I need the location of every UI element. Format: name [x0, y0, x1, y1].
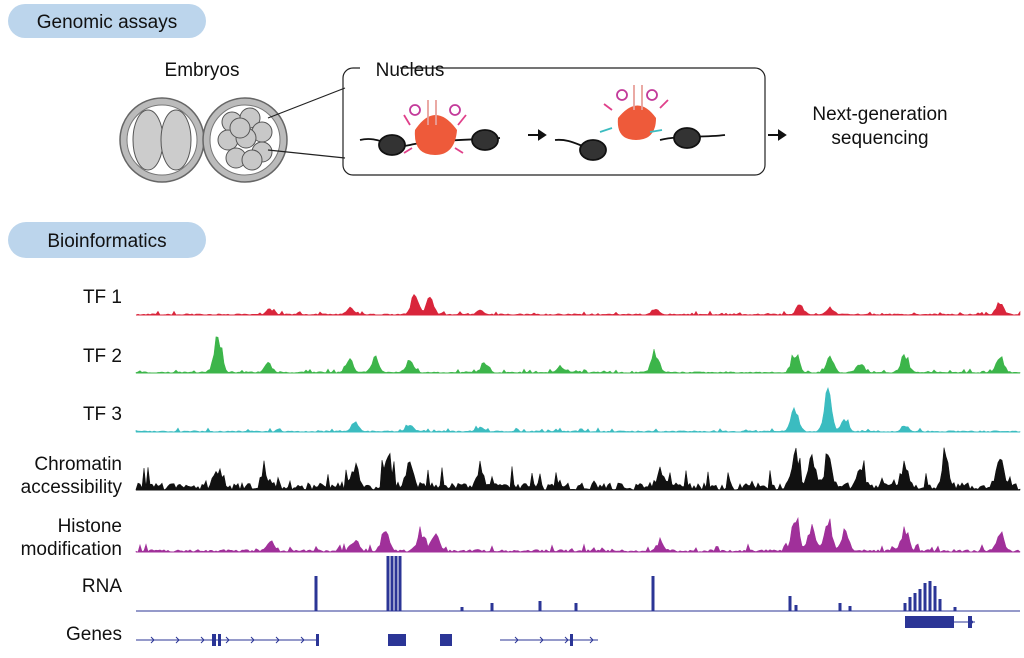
- track-label: TF 2: [83, 346, 122, 367]
- track-label: Histone modification: [21, 516, 122, 560]
- embryos-label: Embryos: [165, 60, 240, 81]
- gene-arrow: [300, 636, 305, 644]
- gene-arrow: [589, 636, 594, 644]
- track-label: Chromatin accessibility: [21, 454, 123, 498]
- gene-arrow: [250, 636, 255, 644]
- cell: [241, 149, 263, 171]
- gene-exon: [905, 616, 950, 628]
- rna-bar: [394, 556, 398, 611]
- track-label-line: RNA: [82, 576, 122, 597]
- track-label: TF 3: [83, 404, 122, 425]
- track-label: TF 1: [83, 287, 122, 308]
- rna-bar: [838, 603, 842, 611]
- gene-arrow: [225, 636, 230, 644]
- rna-bar: [390, 556, 394, 611]
- rna-bar: [788, 596, 792, 611]
- rna-bar: [574, 603, 578, 611]
- track-label-line: TF 1: [83, 287, 122, 308]
- signal-track: [135, 447, 1021, 491]
- track-label-line: modification: [21, 539, 122, 560]
- rna-bar: [651, 576, 655, 611]
- signal-track: [135, 293, 1021, 316]
- gene-exon: [212, 634, 216, 646]
- track-label-line: accessibility: [21, 477, 123, 498]
- track-label: RNA: [82, 576, 122, 597]
- gene-exon: [950, 616, 954, 628]
- track-label-line: Histone: [58, 516, 122, 537]
- rna-bar: [314, 576, 318, 611]
- track-label: Genes: [66, 624, 122, 645]
- gene-exon: [968, 616, 972, 628]
- signal-track: [135, 386, 1021, 433]
- gene-exon: [218, 634, 221, 646]
- nucleus-contents: [359, 85, 726, 161]
- zoom-line: [267, 149, 346, 159]
- cell: [229, 117, 251, 139]
- track-label-line: TF 3: [83, 404, 122, 425]
- nucleus-box: [342, 67, 766, 176]
- rna-bar: [953, 607, 957, 611]
- rna-bar: [923, 583, 927, 611]
- rna-bar: [938, 599, 942, 611]
- section-pill: [8, 222, 206, 258]
- gene-arrow: [275, 636, 280, 644]
- arrow: [528, 129, 547, 141]
- gene-arrow: [150, 636, 155, 644]
- nucleus-label: Nucleus: [376, 60, 445, 81]
- track-label-line: TF 2: [83, 346, 122, 367]
- gene-arrow: [539, 636, 544, 644]
- rna-bar: [928, 581, 932, 611]
- rna-bar: [794, 605, 798, 611]
- embryo-morula: [202, 97, 288, 183]
- track-label-line: Genes: [66, 624, 122, 645]
- rna-bar: [460, 607, 464, 611]
- rna-bar: [913, 593, 917, 611]
- section-title: Bioinformatics: [47, 231, 166, 252]
- gene-exon: [388, 634, 406, 646]
- gene-exon: [316, 634, 319, 646]
- rna-bar: [386, 556, 390, 611]
- arrow: [768, 129, 787, 141]
- rna-bar: [398, 556, 402, 611]
- signal-track: [135, 336, 1021, 374]
- section-title: Genomic assays: [37, 12, 177, 33]
- section-pill: [8, 4, 206, 38]
- gene-arrow: [564, 636, 569, 644]
- rna-bar: [918, 589, 922, 611]
- sequencing-label: Next-generation sequencing: [812, 104, 947, 149]
- rna-bar: [490, 603, 494, 611]
- rna-bar: [848, 606, 852, 611]
- track-label-line: Chromatin: [34, 454, 122, 475]
- embryo-2cell: [119, 97, 205, 183]
- rna-bar: [903, 603, 907, 611]
- rna-bar: [538, 601, 542, 611]
- rna-bar: [933, 586, 937, 611]
- gene-exon: [570, 634, 573, 646]
- gene-arrow: [175, 636, 180, 644]
- zoom-line: [267, 87, 346, 119]
- gene-exon: [440, 634, 452, 646]
- signal-track: [135, 516, 1021, 553]
- gene-arrow: [200, 636, 205, 644]
- gene-arrow: [514, 636, 519, 644]
- rna-bar: [908, 597, 912, 611]
